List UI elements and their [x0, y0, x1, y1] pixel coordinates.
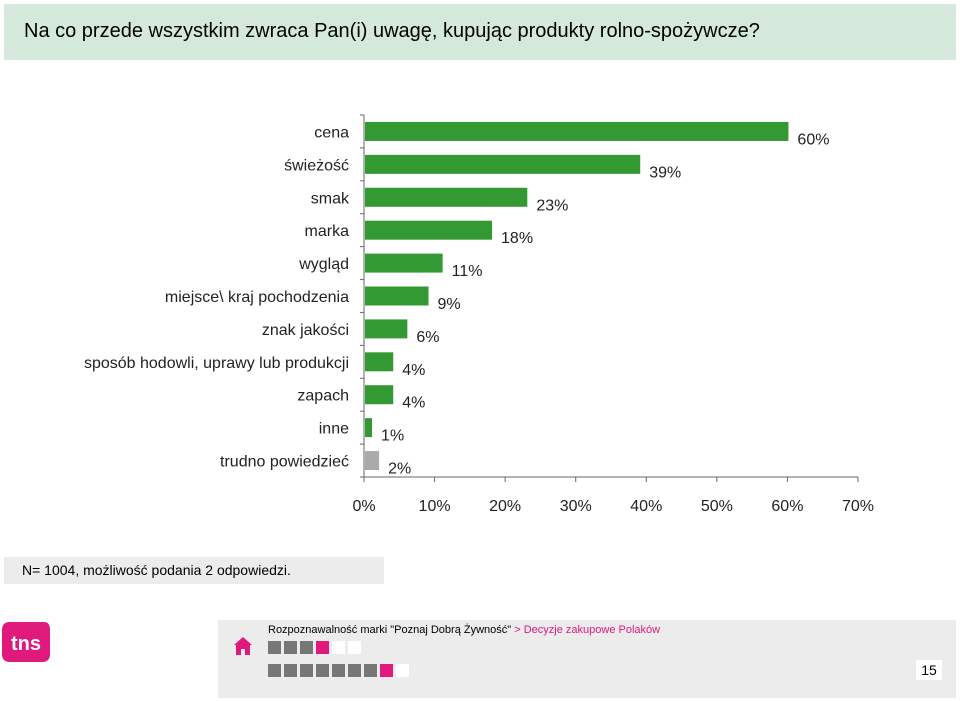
- footer-section: Rozpoznawalność marki "Poznaj Dobrą Żywn…: [268, 624, 512, 636]
- bar: [365, 451, 380, 471]
- data-label: 11%: [452, 263, 483, 280]
- footer-breadcrumb: Rozpoznawalność marki "Poznaj Dobrą Żywn…: [268, 624, 660, 636]
- bar: [365, 385, 394, 405]
- data-label: 2%: [388, 461, 411, 478]
- x-tick-label: 40%: [630, 498, 662, 515]
- title-bar: Na co przede wszystkim zwraca Pan(i) uwa…: [4, 4, 956, 60]
- x-tick-label: 70%: [842, 498, 874, 515]
- data-label: 39%: [649, 164, 681, 181]
- bar-chart: cena 60% świeżość 39% smak 23% marka 18% wygląd 1…: [84, 114, 874, 515]
- logo-text: tns: [11, 633, 41, 655]
- category-label: wygląd: [298, 256, 349, 273]
- category-label: świeżość: [284, 157, 349, 174]
- category-label: zapach: [297, 388, 349, 405]
- data-label: 4%: [402, 395, 425, 412]
- data-label: 9%: [438, 296, 461, 313]
- data-label: 18%: [501, 230, 533, 247]
- bar: [365, 418, 373, 438]
- data-label: 23%: [536, 197, 568, 214]
- home-icon[interactable]: [233, 636, 253, 661]
- x-tick-label: 50%: [701, 498, 733, 515]
- data-label: 60%: [797, 131, 829, 148]
- x-tick-label: 10%: [419, 498, 451, 515]
- bar: [365, 286, 429, 306]
- x-tick-label: 20%: [489, 498, 521, 515]
- progress-squares-row-1: [268, 641, 361, 654]
- page-number: 15: [916, 660, 942, 680]
- category-label: trudno powiedzieć: [220, 454, 349, 471]
- category-label: inne: [319, 421, 349, 438]
- footer-subsection: > Decyzje zakupowe Polaków: [511, 624, 661, 636]
- data-label: 6%: [416, 329, 439, 346]
- category-label: marka: [305, 223, 350, 240]
- tns-logo: tns: [0, 616, 52, 666]
- sample-note: N= 1004, możliwość podania 2 odpowiedzi.: [22, 562, 291, 578]
- category-label: cena: [314, 124, 349, 141]
- bar: [365, 220, 493, 240]
- category-label: miejsce\ kraj pochodzenia: [165, 289, 349, 306]
- sample-note-box: N= 1004, możliwość podania 2 odpowiedzi.: [4, 557, 384, 584]
- bar: [365, 121, 789, 141]
- data-label: 1%: [381, 428, 404, 445]
- category-label: znak jakości: [262, 322, 349, 339]
- progress-squares-row-2: [268, 664, 409, 677]
- x-tick-label: 0%: [352, 498, 375, 515]
- slide-title: Na co przede wszystkim zwraca Pan(i) uwa…: [24, 20, 760, 42]
- bar: [365, 319, 408, 339]
- bar: [365, 187, 528, 207]
- data-label: 4%: [402, 362, 425, 379]
- category-label: sposób hodowli, uprawy lub produkcji: [84, 355, 349, 372]
- bar: [365, 253, 443, 273]
- footer-bar: Rozpoznawalność marki "Poznaj Dobrą Żywn…: [218, 620, 956, 698]
- bar: [365, 352, 394, 372]
- bar: [365, 154, 641, 174]
- x-tick-label: 30%: [560, 498, 592, 515]
- x-tick-label: 60%: [771, 498, 803, 515]
- category-label: smak: [311, 190, 350, 207]
